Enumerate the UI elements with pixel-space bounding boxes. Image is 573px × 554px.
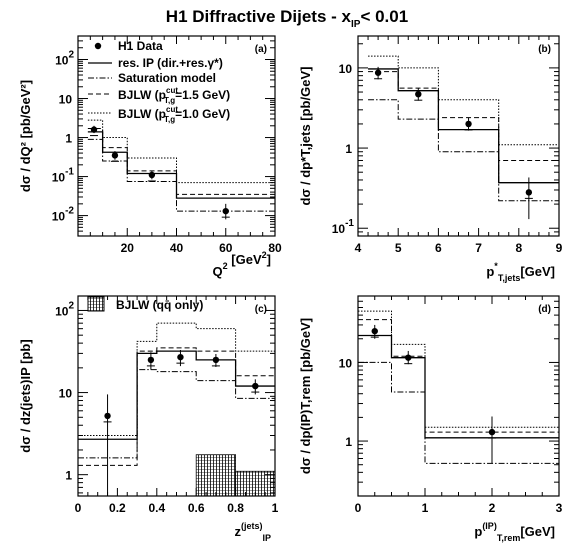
- series-resip: [87, 131, 275, 199]
- x-tick-label: 0: [355, 501, 362, 515]
- series-bj10: [358, 310, 559, 428]
- x-tick-label: 0.8: [227, 501, 244, 515]
- x-tick-label: 0.6: [188, 501, 205, 515]
- x-tick-label: 9: [556, 241, 563, 255]
- x-axis-label: Q2 [GeV2]: [213, 250, 271, 279]
- figure-title: H1 Diffractive Dijets - xIP< 0.01: [166, 7, 408, 30]
- legend-label-qq: BJLW (qq̄ only): [116, 298, 203, 312]
- x-tick-label: 4: [355, 241, 362, 255]
- series-bj10: [78, 322, 275, 437]
- figure-title-sub: IP: [351, 19, 361, 30]
- x-tick-label: 80: [268, 241, 282, 255]
- plot-frame: [357, 295, 560, 497]
- y-axis-label: dσ / dz(jets)IP [pb]: [18, 339, 33, 452]
- x-axis-label: p(IP)T,rem[GeV]: [474, 521, 555, 543]
- y-tick-label: 10-1: [52, 167, 75, 185]
- data-point: [111, 152, 119, 159]
- data-point: [148, 171, 156, 179]
- panel-c: 0 0.2 0.4 0.6 0.8 1 102 10 1 (c) dσ / dz(jets)IP […: [18, 295, 279, 543]
- x-tick-label: 3: [556, 501, 563, 515]
- x-tick-label: 7: [475, 241, 482, 255]
- series-sat: [358, 361, 559, 464]
- x-axis-label: p*T,jets[GeV]: [486, 261, 555, 283]
- y-tick-label: 1: [65, 469, 72, 483]
- y-axis-label: dσ / dQ² [pb/GeV²]: [18, 80, 33, 192]
- y-tick-label: 10: [59, 387, 73, 401]
- x-tick-label: 8: [515, 241, 522, 255]
- x-tick-label: 20: [121, 241, 135, 255]
- panel-a: 20 40 60 80 102 10 1 10-1 10-2 (a) dσ / dQ² [pb/Ge…: [18, 35, 282, 279]
- data-point: [212, 356, 220, 364]
- x-tick-label: 2: [489, 501, 496, 515]
- x-tick-label: 0: [75, 501, 82, 515]
- y-tick-label: 1: [345, 142, 352, 156]
- data-point: [488, 428, 496, 436]
- figure-title-main: H1 Diffractive Dijets - x: [166, 7, 352, 26]
- data-point: [177, 353, 184, 361]
- legend-label-bj10: BJLW (pcut T,g=1.0 GeV): [118, 105, 230, 124]
- panel-label: (b): [538, 44, 551, 55]
- y-axis-label: dσ / dp*T,jets [pb/GeV]: [298, 67, 313, 206]
- data-point: [415, 90, 422, 98]
- y-tick-label: 10-1: [332, 218, 355, 236]
- series-bj15: [358, 319, 559, 433]
- x-tick-label: 60: [219, 241, 233, 255]
- series-bj15: [78, 347, 275, 466]
- y-tick-label: 1: [65, 132, 72, 146]
- data-point: [374, 69, 382, 76]
- series-bj15: [87, 128, 275, 195]
- panel-d: 0 1 2 3 10 1 (d) dσ / dp(IP)T,rem [pb/GeV] p(IP)…: [298, 295, 563, 543]
- data-point: [405, 354, 412, 361]
- panel-label: (a): [255, 44, 267, 55]
- series-sat: [368, 99, 559, 202]
- series-resip: [368, 68, 559, 184]
- x-tick-label: 40: [170, 241, 184, 255]
- x-tick-label: 5: [395, 241, 402, 255]
- panel-label: (d): [538, 304, 551, 315]
- data-point: [104, 412, 111, 420]
- legend-label-resip: res. IP (dir.+res.γ*): [118, 56, 223, 70]
- x-axis-label: z(jets)IP: [234, 521, 271, 543]
- data-point: [90, 126, 98, 133]
- x-tick-label: 0.2: [109, 501, 126, 515]
- y-tick-label: 10: [59, 93, 73, 107]
- legend-label-sat: Saturation model: [118, 71, 216, 85]
- data-point: [371, 327, 378, 335]
- qq-bar-0: [195, 454, 236, 497]
- y-tick-label: 102: [55, 49, 74, 67]
- y-tick-label: 102: [55, 300, 74, 318]
- x-tick-label: 1: [272, 501, 279, 515]
- data-point: [525, 189, 533, 196]
- x-tick-label: 0.4: [148, 501, 165, 515]
- panel-label: (c): [255, 304, 267, 315]
- y-tick-label: 1: [345, 435, 352, 449]
- data-point: [465, 120, 472, 128]
- series-resip: [358, 334, 559, 439]
- series-sat: [78, 369, 275, 459]
- series-sat: [87, 138, 275, 212]
- data-point: [252, 382, 259, 390]
- legend-a: H1 Data res. IP (dir.+res.γ*) Saturation…: [88, 39, 230, 124]
- legend-marker-data: [94, 42, 102, 50]
- y-tick-label: 10: [339, 356, 353, 370]
- series-bj15: [368, 71, 559, 161]
- panel-b: 4 5 6 7 8 9 10 1 10-1 (b) dσ / dp*T,jets [pb/GeV] p…: [298, 35, 563, 283]
- legend-label-bj15: BJLW (pcut T,g=1.5 GeV): [118, 86, 230, 105]
- x-tick-label: 1: [422, 501, 429, 515]
- legend-label-data: H1 Data: [118, 39, 163, 53]
- legend-marker-qq: [87, 296, 105, 312]
- data-point: [222, 207, 229, 215]
- y-tick-label: 10: [339, 62, 353, 76]
- legend-c: BJLW (qq̄ only): [87, 296, 203, 312]
- figure-title-tail: < 0.01: [360, 7, 408, 26]
- series-bj10: [87, 119, 275, 184]
- y-tick-label: 10-2: [52, 206, 75, 224]
- x-tick-label: 6: [435, 241, 442, 255]
- qq-bar-1: [235, 470, 276, 497]
- data-point: [147, 356, 155, 364]
- y-axis-label: dσ / dp(IP)T,rem [pb/GeV]: [298, 318, 313, 474]
